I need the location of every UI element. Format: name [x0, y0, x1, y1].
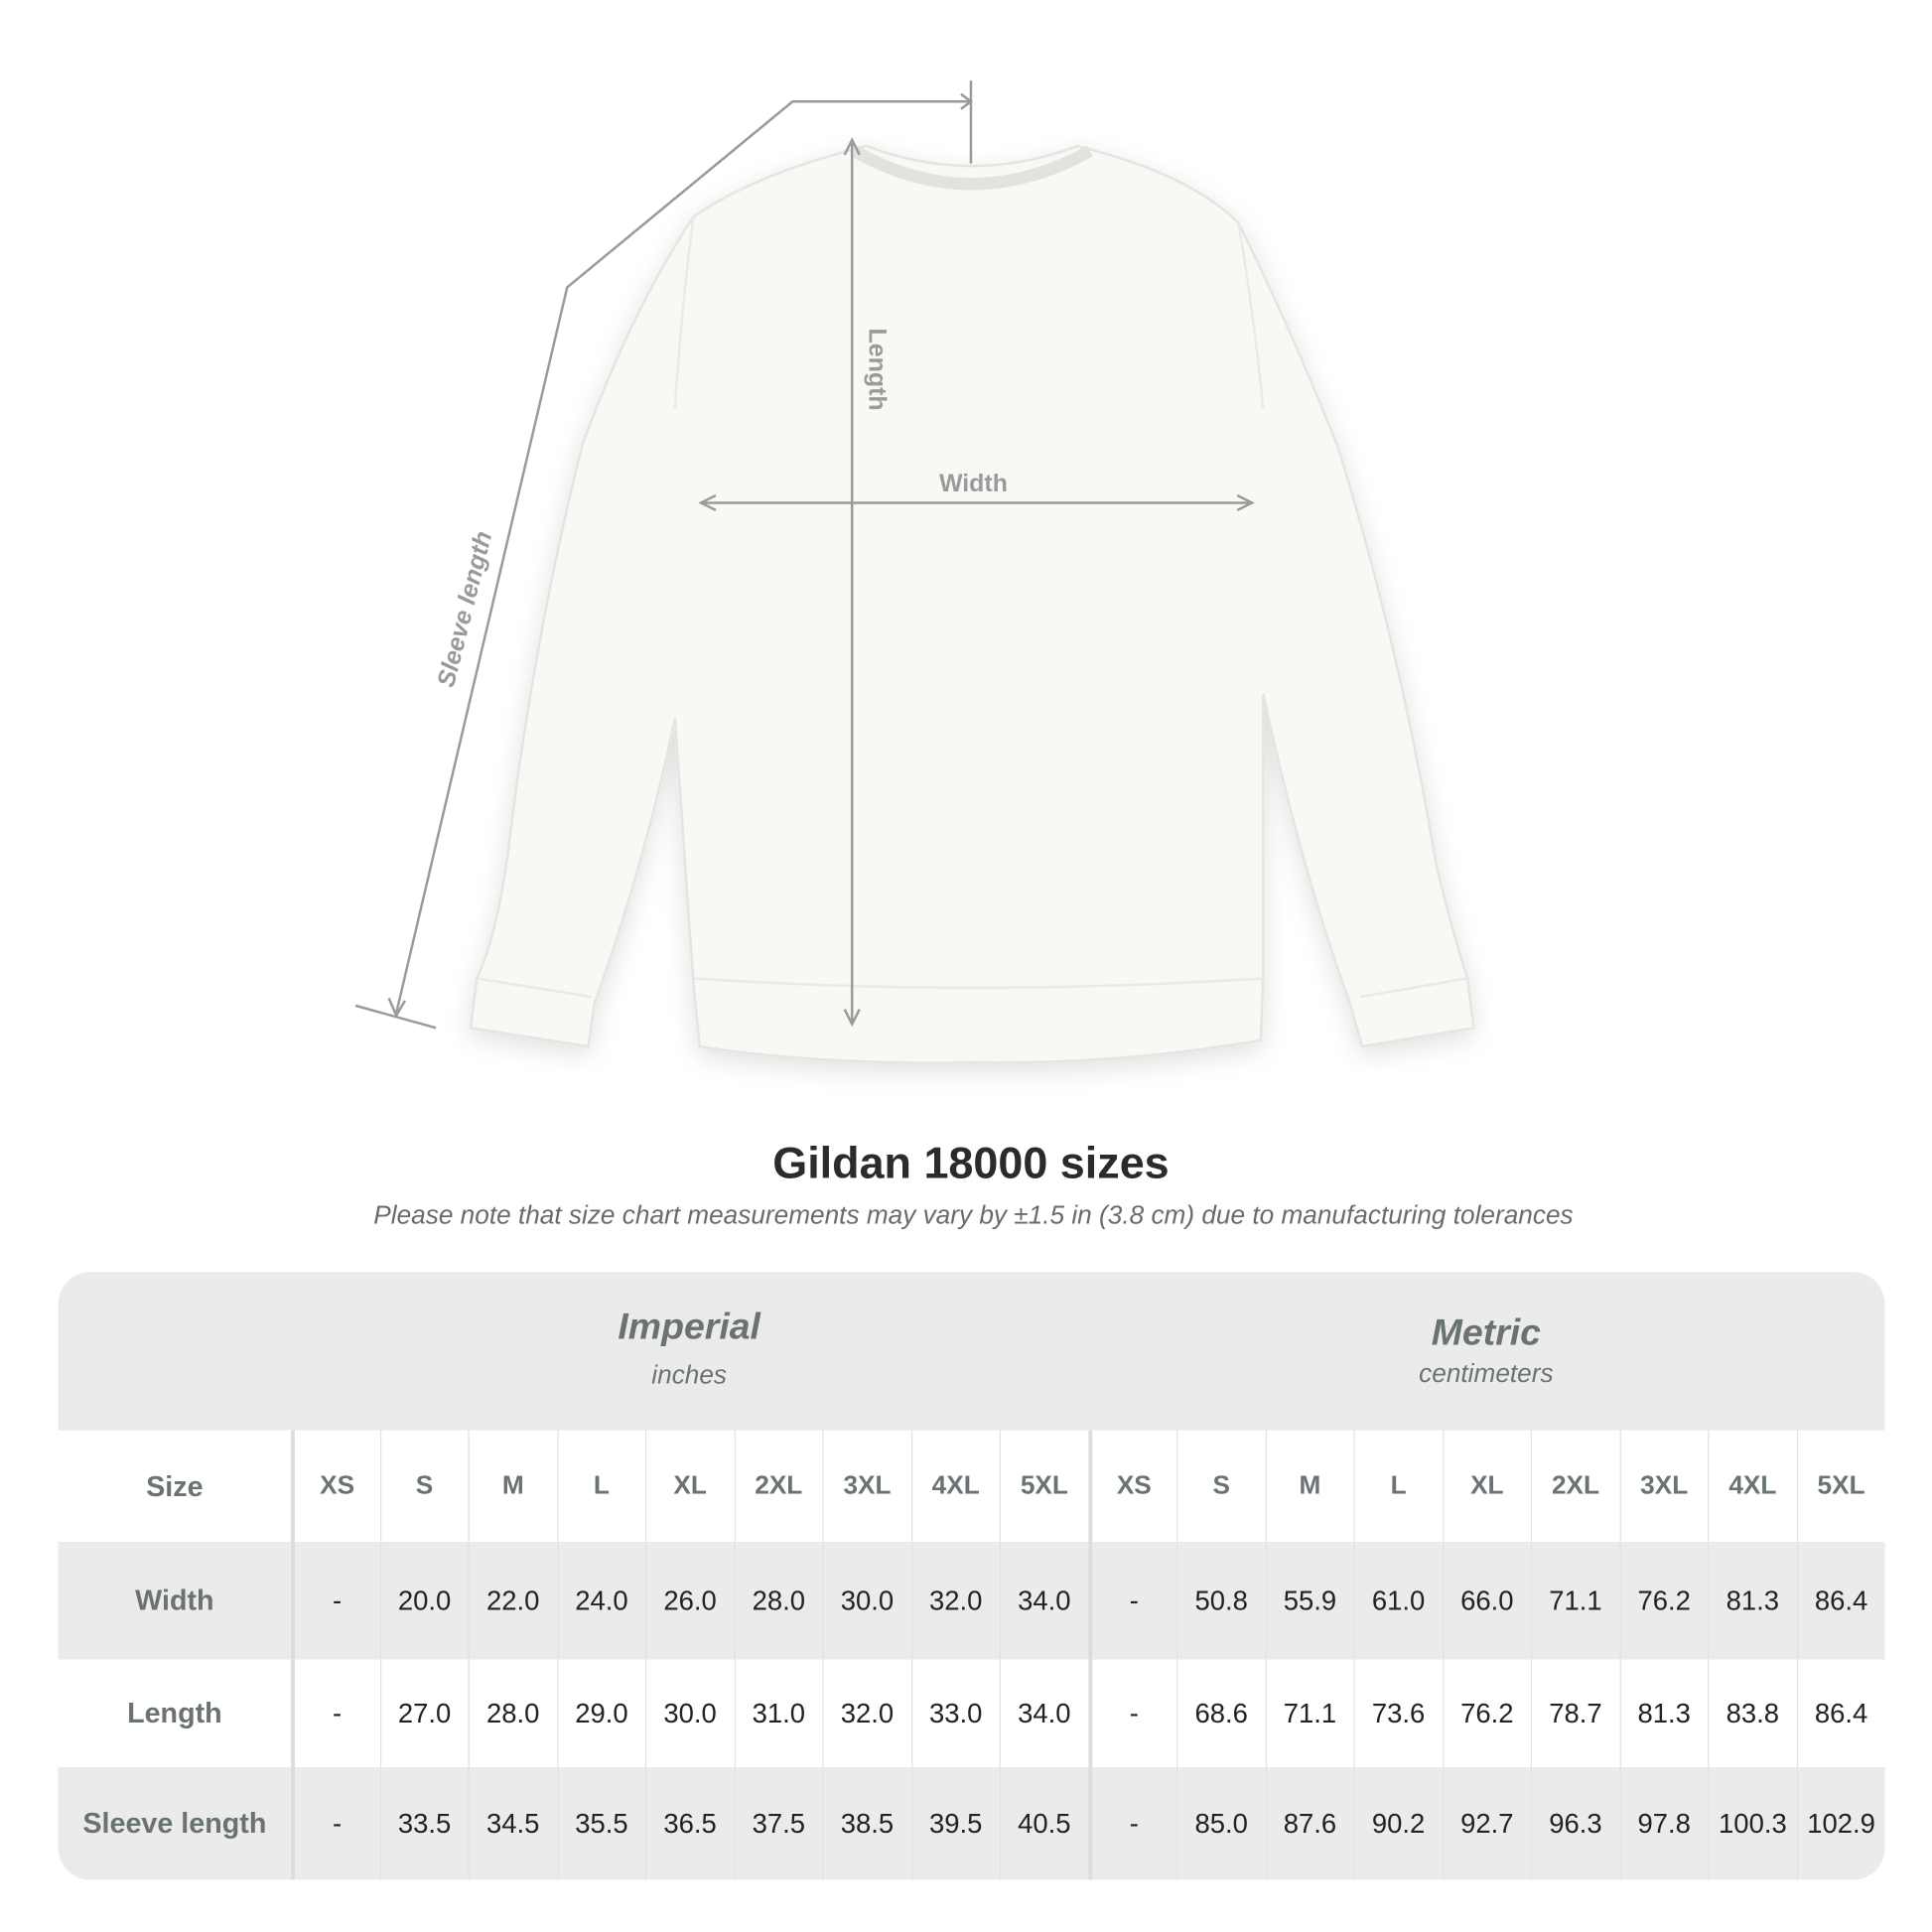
table-cell: 33.0	[910, 1659, 999, 1768]
metric-unit: centimeters	[1419, 1359, 1554, 1389]
imperial-unit: inches	[651, 1360, 728, 1390]
table-cell: 71.1	[1530, 1542, 1619, 1660]
size-header-cell: S	[1176, 1430, 1265, 1543]
size-header-cell: 4XL	[1708, 1430, 1796, 1543]
size-header-cell: M	[468, 1430, 557, 1543]
table-cell: 76.2	[1442, 1659, 1531, 1768]
sweatshirt-image	[469, 144, 1475, 1064]
tolerance-note: Please note that size chart measurements…	[373, 1200, 1574, 1230]
table-cell: 28.0	[468, 1659, 557, 1768]
size-header-cell: 2XL	[1530, 1430, 1619, 1543]
table-cell: 32.0	[822, 1659, 910, 1768]
size-header-row: Size XS S M L XL 2XL 3XL 4XL 5XL XS S M L XL 2XL 3XL 4XL 5…	[58, 1430, 1885, 1543]
imperial-label: Imperial	[618, 1307, 760, 1348]
table-cell: 73.6	[1353, 1659, 1442, 1768]
table-cell: 24.0	[556, 1542, 645, 1660]
table-cell: 37.5	[734, 1767, 822, 1880]
table-cell: 86.4	[1796, 1659, 1884, 1768]
table-cell: 55.9	[1265, 1542, 1353, 1660]
measurement-annotations	[354, 80, 1255, 1030]
table-cell: 90.2	[1353, 1767, 1442, 1880]
table-cell: 92.7	[1442, 1767, 1531, 1880]
table-cell: 34.0	[999, 1542, 1088, 1660]
table-cell: 96.3	[1530, 1767, 1619, 1880]
table-cell: 36.5	[644, 1767, 734, 1880]
table-cell: 30.0	[822, 1542, 910, 1660]
size-header-cell: 2XL	[734, 1430, 822, 1543]
metric-header: Metric centimeters	[1087, 1272, 1884, 1471]
table-cell: 30.0	[644, 1659, 734, 1768]
table-cell: 102.9	[1796, 1767, 1884, 1880]
table-cell: -	[291, 1659, 379, 1768]
size-header-cell: XS	[1087, 1430, 1176, 1543]
size-header-cell: 4XL	[910, 1430, 999, 1543]
row-label: Size	[146, 1469, 204, 1502]
table-cell: 28.0	[734, 1542, 822, 1660]
table-cell: -	[1087, 1542, 1176, 1660]
table-cell: 68.6	[1176, 1659, 1265, 1768]
width-label: Width	[939, 470, 1008, 497]
table-cell: 97.8	[1618, 1767, 1708, 1880]
table-cell: 100.3	[1708, 1767, 1796, 1880]
row-label: Length	[127, 1696, 222, 1729]
sweatshirt-diagram: Length Width Sleeve length	[354, 80, 1475, 1064]
table-cell: 35.5	[556, 1767, 645, 1880]
table-cell: 29.0	[556, 1659, 645, 1768]
page-title: Gildan 18000 sizes	[772, 1137, 1170, 1188]
size-header-cell: XL	[644, 1430, 734, 1543]
size-header-cell: L	[556, 1430, 645, 1543]
table-cell: 81.3	[1618, 1659, 1708, 1768]
table-cell: 38.5	[822, 1767, 910, 1880]
table-cell: 76.2	[1618, 1542, 1708, 1660]
size-header-cell: 5XL	[1796, 1430, 1884, 1543]
table-cell: 78.7	[1530, 1659, 1619, 1768]
table-cell: -	[291, 1542, 379, 1660]
table-cell: 34.5	[468, 1767, 557, 1880]
table-cell: 71.1	[1265, 1659, 1353, 1768]
table-cell: 83.8	[1708, 1659, 1796, 1768]
table-cell: 34.0	[999, 1659, 1088, 1768]
table-cell: 39.5	[910, 1767, 999, 1880]
size-header-cell: 3XL	[822, 1430, 910, 1543]
table-cell: 27.0	[379, 1659, 468, 1768]
length-label: Length	[864, 329, 892, 411]
table-cell: 40.5	[999, 1767, 1088, 1880]
table-cell: 87.6	[1265, 1767, 1353, 1880]
table-row: Sleeve length -33.5 34.5 35.5 36.5 37.5 38.5 39…	[58, 1767, 1885, 1880]
metric-label: Metric	[1431, 1312, 1541, 1354]
table-cell: 31.0	[734, 1659, 822, 1768]
size-header-cell: XL	[1442, 1430, 1531, 1543]
sleeve-length-label: Sleeve length	[432, 528, 497, 690]
table-cell: 86.4	[1796, 1542, 1884, 1660]
table-row: Width -20.0 22.0 24.0 26.0 28.0 30.0 32.0 34.0-5…	[58, 1542, 1885, 1660]
table-cell: 85.0	[1176, 1767, 1265, 1880]
table-cell: 33.5	[379, 1767, 468, 1880]
size-header-cell: M	[1265, 1430, 1353, 1543]
row-label: Width	[135, 1584, 214, 1616]
size-table: Imperial inches Metric centimeters Size X…	[58, 1272, 1885, 1880]
size-header-cell: 3XL	[1618, 1430, 1708, 1543]
row-label: Sleeve length	[82, 1806, 267, 1840]
size-header-cell: L	[1353, 1430, 1442, 1543]
imperial-header: Imperial inches	[291, 1272, 1087, 1465]
table-cell: 61.0	[1353, 1542, 1442, 1660]
table-cell: 50.8	[1176, 1542, 1265, 1660]
table-cell: -	[1087, 1767, 1176, 1880]
sleeve-length-line	[394, 100, 970, 1014]
table-cell: 22.0	[468, 1542, 557, 1660]
table-cell: 32.0	[910, 1542, 999, 1660]
table-cell: -	[1087, 1659, 1176, 1768]
table-cell: 66.0	[1442, 1542, 1531, 1660]
size-header-cell: S	[379, 1430, 468, 1543]
size-header-cell: 5XL	[999, 1430, 1088, 1543]
table-cell: -	[291, 1767, 379, 1880]
table-cell: 20.0	[379, 1542, 468, 1660]
table-cell: 26.0	[644, 1542, 734, 1660]
table-row: Length -27.0 28.0 29.0 30.0 31.0 32.0 33.0 34.0-…	[58, 1659, 1885, 1768]
table-cell: 81.3	[1708, 1542, 1796, 1660]
size-header-cell: XS	[291, 1430, 379, 1543]
